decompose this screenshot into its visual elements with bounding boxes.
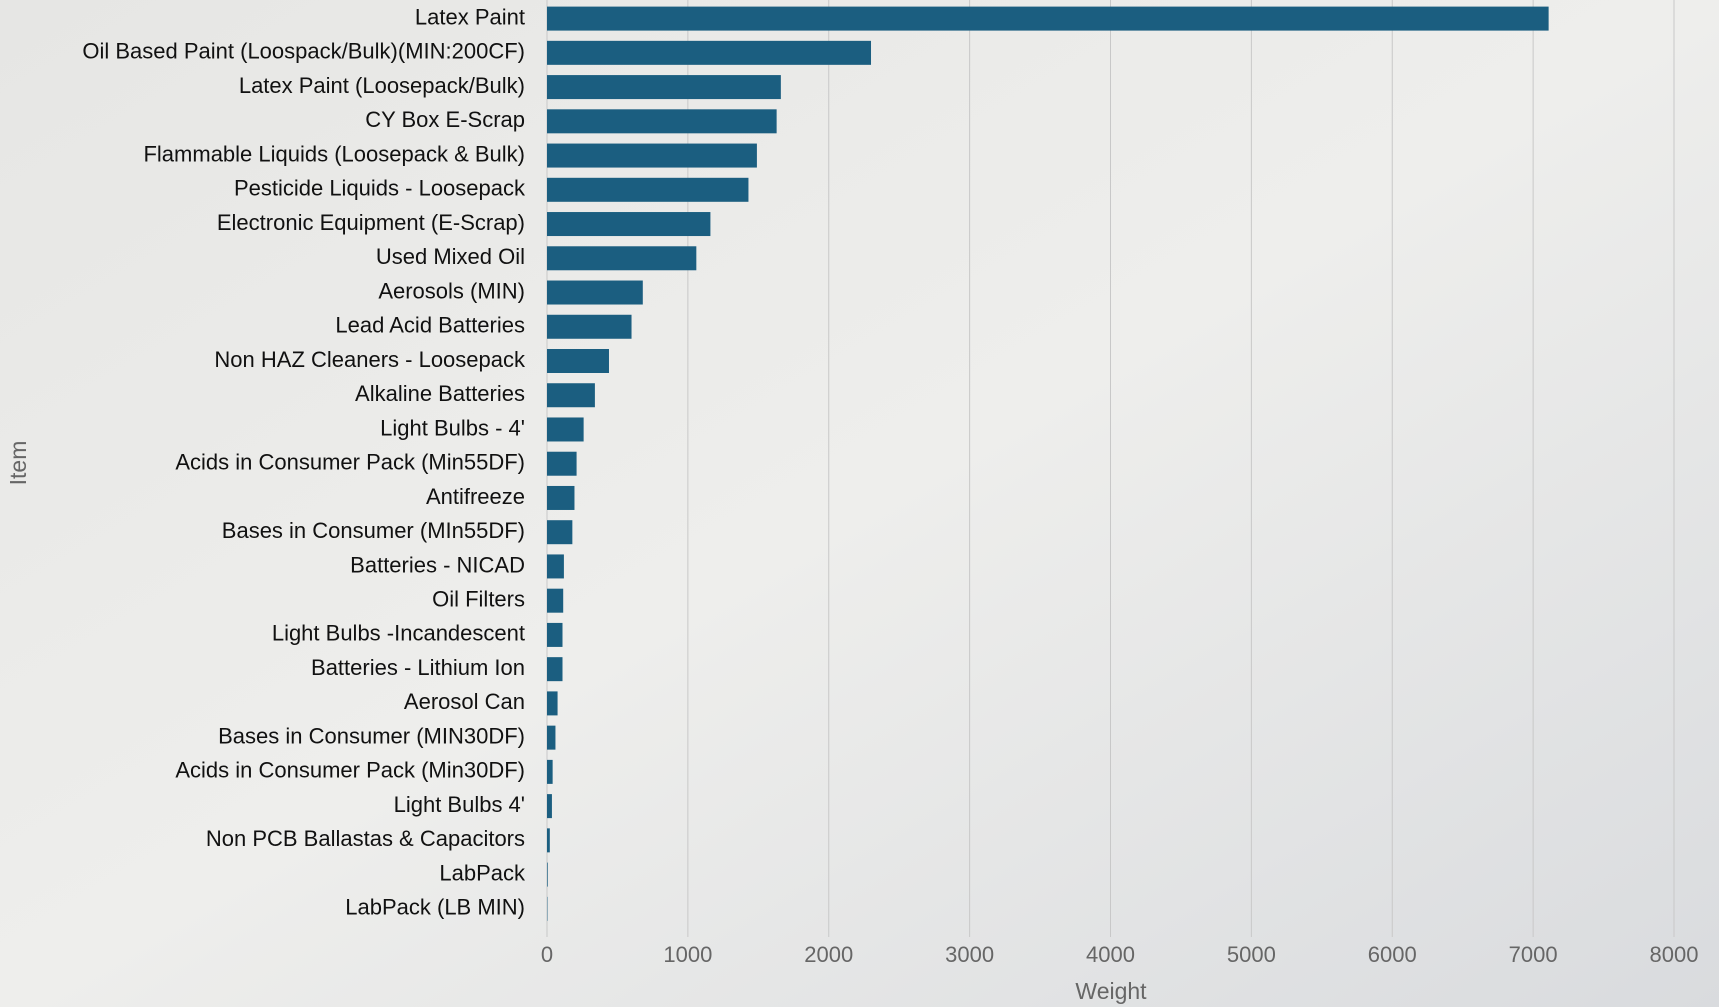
y-tick-label: Lead Acid Batteries	[335, 313, 525, 338]
y-tick-label: Oil Based Paint (Loospack/Bulk)(MIN:200C…	[82, 39, 525, 64]
y-tick-label: Non PCB Ballastas & Capacitors	[206, 826, 525, 851]
bar	[547, 212, 711, 237]
bar	[547, 6, 1549, 31]
bar	[547, 622, 563, 647]
y-tick-label: Antifreeze	[426, 484, 525, 509]
y-tick-label: Pesticide Liquids - Loosepack	[234, 176, 526, 201]
y-tick-label: Acids in Consumer Pack (Min30DF)	[175, 758, 525, 783]
y-tick-label: Acids in Consumer Pack (Min55DF)	[175, 450, 525, 475]
y-tick-label: Latex Paint (Loosepack/Bulk)	[239, 73, 525, 98]
y-axis-label: Item	[5, 441, 31, 486]
y-tick-label: Light Bulbs - 4'	[380, 415, 525, 440]
bar	[547, 759, 553, 784]
y-tick-label: Bases in Consumer (MIN30DF)	[218, 723, 525, 748]
bar	[547, 657, 563, 682]
bar	[547, 725, 556, 750]
x-tick-label: 1000	[663, 942, 712, 967]
bar	[547, 349, 609, 373]
y-tick-label: Batteries - Lithium Ion	[311, 655, 525, 680]
y-tick-label: Latex Paint	[415, 4, 525, 29]
x-axis-label: Weight	[1075, 978, 1147, 1004]
y-tick-label: LabPack (LB MIN)	[345, 895, 525, 920]
bar	[547, 588, 564, 613]
x-tick-label: 2000	[804, 942, 853, 967]
x-tick-label: 7000	[1509, 942, 1558, 967]
bar	[547, 143, 757, 168]
y-tick-label: Used Mixed Oil	[376, 244, 525, 269]
x-tick-label: 5000	[1227, 942, 1276, 967]
y-tick-label: Aerosol Can	[404, 689, 525, 714]
bar	[547, 280, 643, 305]
bar	[547, 40, 872, 65]
y-tick-label: Aerosols (MIN)	[378, 278, 525, 303]
y-tick-label: Bases in Consumer (MIn55DF)	[222, 518, 525, 543]
x-tick-label: 3000	[945, 942, 994, 967]
y-tick-label: LabPack	[439, 860, 526, 885]
bar	[547, 862, 548, 887]
y-tick-label: Non HAZ Cleaners - Loosepack	[214, 347, 526, 372]
bar	[547, 417, 584, 442]
bar	[547, 828, 550, 853]
y-tick-label: Alkaline Batteries	[355, 381, 525, 406]
y-tick-label: Flammable Liquids (Loosepack & Bulk)	[143, 141, 525, 166]
bar	[547, 691, 558, 716]
y-tick-label: Oil Filters	[432, 586, 525, 611]
x-tick-label: 0	[541, 942, 553, 967]
bar	[547, 520, 573, 545]
bar	[547, 485, 575, 510]
bar	[547, 75, 781, 100]
bar	[547, 109, 777, 134]
bar	[547, 246, 697, 271]
x-tick-label: 6000	[1368, 942, 1417, 967]
y-tick-label: CY Box E-Scrap	[365, 107, 525, 132]
bar	[547, 383, 595, 408]
bar	[547, 794, 552, 819]
bar	[547, 451, 577, 476]
bar	[547, 554, 564, 579]
y-tick-label: Batteries - NICAD	[350, 552, 525, 577]
x-tick-label: 8000	[1650, 942, 1699, 967]
y-tick-label: Light Bulbs -Incandescent	[272, 621, 525, 646]
y-tick-label: Electronic Equipment (E-Scrap)	[217, 210, 525, 235]
bar	[547, 177, 749, 202]
x-tick-label: 4000	[1086, 942, 1135, 967]
bar	[547, 314, 632, 339]
y-tick-label: Light Bulbs 4'	[394, 792, 525, 817]
